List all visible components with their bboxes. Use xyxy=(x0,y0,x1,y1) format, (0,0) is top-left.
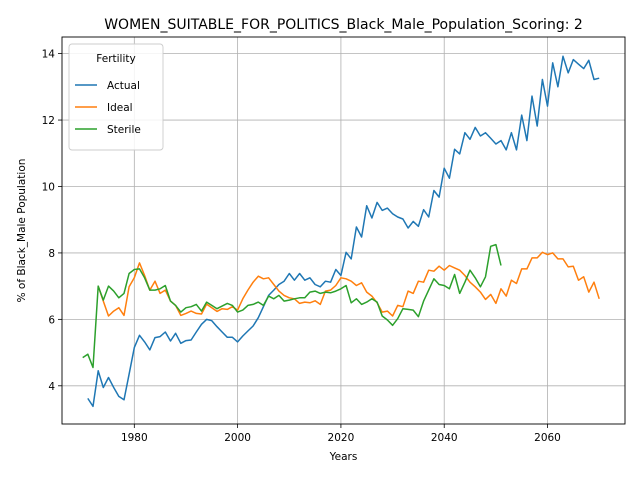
x-tick-label: 2020 xyxy=(328,432,355,444)
y-tick-label: 12 xyxy=(42,115,55,127)
y-tick-label: 6 xyxy=(48,314,55,326)
series-lines xyxy=(82,55,600,408)
y-tick-label: 14 xyxy=(42,49,56,61)
x-axis-label: Years xyxy=(329,451,358,463)
x-axis-ticks: 1980 2000 2020 2040 2060 xyxy=(121,424,561,444)
x-tick-label: 2060 xyxy=(534,432,561,444)
x-tick-label: 2000 xyxy=(224,432,251,444)
plot-frame xyxy=(61,36,626,425)
legend-title: Fertility xyxy=(96,53,135,65)
legend-label-ideal: Ideal xyxy=(107,102,133,114)
y-tick-label: 10 xyxy=(42,181,55,193)
legend-label-actual: Actual xyxy=(107,80,140,92)
legend-label-sterile: Sterile xyxy=(107,124,141,136)
chart-title: WOMEN_SUITABLE_FOR_POLITICS_Black_Male_P… xyxy=(104,17,583,33)
series-line-sterile xyxy=(82,243,502,369)
series-line-ideal xyxy=(97,251,600,317)
y-axis-ticks: 4 6 8 10 12 14 xyxy=(42,49,62,393)
legend-frame xyxy=(68,43,164,151)
y-tick-label: 8 xyxy=(48,248,55,260)
x-tick-label: 1980 xyxy=(121,432,148,444)
x-tick-label: 2040 xyxy=(431,432,458,444)
y-axis-label: % of Black_Male Population xyxy=(16,159,28,303)
legend: Fertility Actual Ideal Sterile xyxy=(68,43,164,151)
series-line-actual xyxy=(87,55,600,408)
y-tick-label: 4 xyxy=(48,381,55,393)
